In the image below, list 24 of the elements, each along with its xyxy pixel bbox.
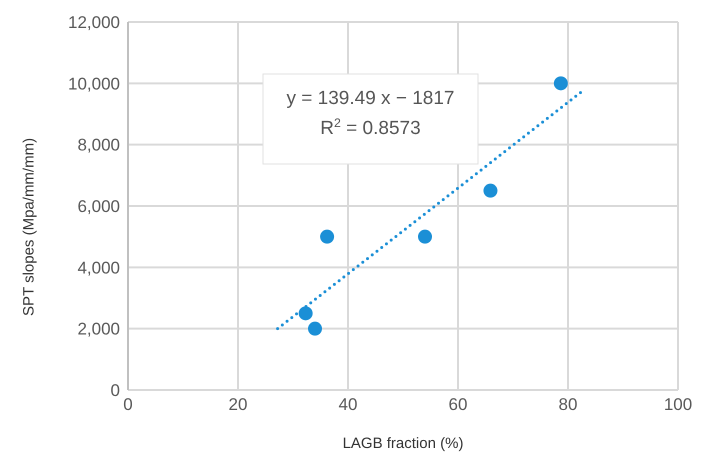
annotation: R$^{2}$ = 0.8573 — [320, 116, 421, 139]
x-tick-label: 20 — [228, 395, 248, 414]
point — [483, 184, 498, 198]
x-tick-label: 80 — [558, 395, 578, 414]
x-tick-label: 40 — [338, 395, 358, 414]
point — [308, 322, 322, 336]
x-tick-label: 0 — [123, 395, 133, 414]
annotation: y = 139.49 x − 1817 — [286, 88, 454, 109]
point — [298, 306, 313, 320]
y-tick-label: 0 — [110, 381, 120, 400]
y-tick-label: 10,000 — [68, 74, 120, 94]
y-tick-label: 8,000 — [77, 136, 120, 155]
y-tick-label: 2,000 — [77, 320, 120, 339]
point — [418, 230, 432, 244]
point — [320, 230, 334, 244]
y-axis-title: SPT slopes (Mpa/mm/mm) — [20, 138, 38, 316]
point — [554, 76, 568, 90]
x-tick-label: 60 — [448, 395, 468, 414]
y-tick-label: 12,000 — [68, 13, 120, 32]
x-tick-label: 100 — [664, 395, 692, 414]
y-tick-label: 6,000 — [77, 197, 120, 216]
y-tick-label: 4,000 — [77, 258, 120, 278]
equation-box: y = 139.49 x − 1817 R$^{2}$ = 0.8573 — [262, 74, 478, 164]
x-axis-title: LAGB fraction (%) — [342, 435, 464, 452]
